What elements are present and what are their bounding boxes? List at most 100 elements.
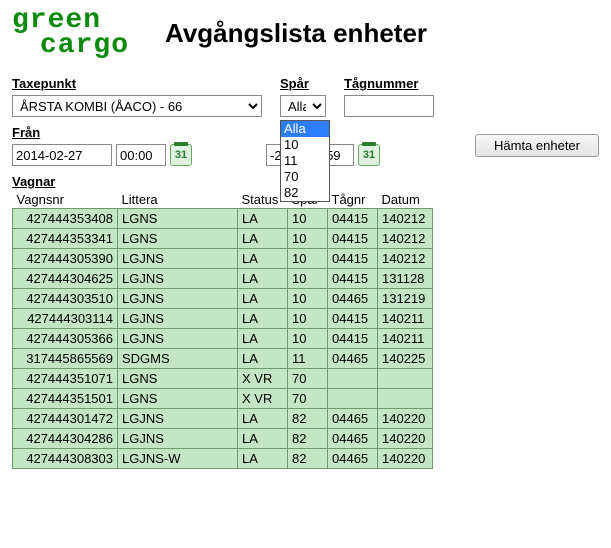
table-cell: 04415 <box>328 209 378 229</box>
table-cell: X VR <box>238 369 288 389</box>
filter-row-1: Taxepunkt ÅRSTA KOMBI (ÅACO) - 66 Spår A… <box>12 76 599 117</box>
table-cell: 427444304286 <box>13 429 118 449</box>
taxepunkt-label: Taxepunkt <box>12 76 262 91</box>
table-cell: 317445865569 <box>13 349 118 369</box>
table-cell: 131219 <box>378 289 433 309</box>
table-cell: 427444303114 <box>13 309 118 329</box>
table-cell: LGNS <box>118 209 238 229</box>
table-cell: LA <box>238 409 288 429</box>
table-cell <box>328 369 378 389</box>
spar-select[interactable]: Alla <box>280 95 326 117</box>
table-cell: 427444305366 <box>13 329 118 349</box>
table-cell: 427444353408 <box>13 209 118 229</box>
spar-option[interactable]: 10 <box>281 137 329 153</box>
table-cell: LA <box>238 349 288 369</box>
table-cell: 427444351071 <box>13 369 118 389</box>
table-cell: X VR <box>238 389 288 409</box>
table-cell: 04465 <box>328 349 378 369</box>
fran-time-input[interactable] <box>116 144 166 166</box>
table-row[interactable]: 427444301472LGJNSLA8204465140220 <box>13 409 433 429</box>
calendar-icon[interactable]: 31 <box>358 144 380 166</box>
table-row[interactable]: 427444305366LGJNSLA1004415140211 <box>13 329 433 349</box>
taxepunkt-field: Taxepunkt ÅRSTA KOMBI (ÅACO) - 66 <box>12 76 262 117</box>
table-cell: 140211 <box>378 309 433 329</box>
table-cell: 04465 <box>328 409 378 429</box>
table-row[interactable]: 427444351501LGNSX VR70 <box>13 389 433 409</box>
table-cell: 140220 <box>378 409 433 429</box>
table-cell: SDGMS <box>118 349 238 369</box>
table-cell: 70 <box>288 389 328 409</box>
table-cell: LGJNS <box>118 429 238 449</box>
table-cell: 140220 <box>378 429 433 449</box>
table-cell: LGNS <box>118 369 238 389</box>
fran-date-input[interactable] <box>12 144 112 166</box>
table-cell: 04415 <box>328 329 378 349</box>
table-row[interactable]: 427444308303LGJNS-WLA8204465140220 <box>13 449 433 469</box>
table-row[interactable]: 427444353408LGNSLA1004415140212 <box>13 209 433 229</box>
table-row[interactable]: 427444303114LGJNSLA1004415140211 <box>13 309 433 329</box>
table-cell: LGJNS-W <box>118 449 238 469</box>
header: green cargo Avgångslista enheter <box>12 8 599 58</box>
table-header-row: Vagnsnr Littera Status Spår Tågnr Datum <box>13 191 433 209</box>
table-cell: LA <box>238 329 288 349</box>
table-cell: 04465 <box>328 449 378 469</box>
table-cell: 10 <box>288 209 328 229</box>
spar-field: Spår Alla Alla 10 11 70 82 <box>280 76 326 117</box>
table-cell: 10 <box>288 249 328 269</box>
table-body: 427444353408LGNSLA1004415140212427444353… <box>13 209 433 469</box>
tagnummer-label: Tågnummer <box>344 76 434 91</box>
tagnummer-input[interactable] <box>344 95 434 117</box>
table-cell: 427444303510 <box>13 289 118 309</box>
taxepunkt-select[interactable]: ÅRSTA KOMBI (ÅACO) - 66 <box>12 95 262 117</box>
fran-field: Från 31 <box>12 125 192 166</box>
logo-line2: cargo <box>12 33 129 58</box>
table-cell: LGJNS <box>118 409 238 429</box>
table-cell: 11 <box>288 349 328 369</box>
table-cell: LGJNS <box>118 289 238 309</box>
table-cell: LA <box>238 269 288 289</box>
col-tagnr: Tågnr <box>328 191 378 209</box>
table-row[interactable]: 427444353341LGNSLA1004415140212 <box>13 229 433 249</box>
tagnummer-field: Tågnummer <box>344 76 434 117</box>
table-cell: LGNS <box>118 229 238 249</box>
table-cell <box>378 389 433 409</box>
spar-option[interactable]: 70 <box>281 169 329 185</box>
page-title: Avgångslista enheter <box>165 18 427 49</box>
calendar-icon[interactable]: 31 <box>170 144 192 166</box>
col-datum: Datum <box>378 191 433 209</box>
table-cell: LA <box>238 229 288 249</box>
table-cell: 10 <box>288 309 328 329</box>
table-cell: 427444301472 <box>13 409 118 429</box>
table-cell: LA <box>238 209 288 229</box>
table-cell: LGJNS <box>118 309 238 329</box>
table-cell: 10 <box>288 329 328 349</box>
spar-dropdown-open[interactable]: Alla 10 11 70 82 <box>280 120 330 202</box>
spar-option[interactable]: Alla <box>281 121 329 137</box>
table-cell: 04465 <box>328 429 378 449</box>
table-row[interactable]: 427444351071LGNSX VR70 <box>13 369 433 389</box>
spar-option[interactable]: 11 <box>281 153 329 169</box>
col-littera: Littera <box>118 191 238 209</box>
table-cell: 04415 <box>328 309 378 329</box>
table-row[interactable]: 427444304625LGJNSLA1004415131128 <box>13 269 433 289</box>
table-cell: 140212 <box>378 209 433 229</box>
table-row[interactable]: 427444305390LGJNSLA1004415140212 <box>13 249 433 269</box>
table-row[interactable]: 427444304286LGJNSLA8204465140220 <box>13 429 433 449</box>
table-cell: 04465 <box>328 289 378 309</box>
col-vagnsnr: Vagnsnr <box>13 191 118 209</box>
table-cell: 427444308303 <box>13 449 118 469</box>
table-cell: 131128 <box>378 269 433 289</box>
table-cell <box>378 369 433 389</box>
table-row[interactable]: 427444303510LGJNSLA1004465131219 <box>13 289 433 309</box>
table-cell: LA <box>238 249 288 269</box>
table-cell: 140220 <box>378 449 433 469</box>
table-cell: 427444305390 <box>13 249 118 269</box>
table-cell: 140211 <box>378 329 433 349</box>
table-cell: 140212 <box>378 249 433 269</box>
table-cell: LA <box>238 289 288 309</box>
table-cell: 04415 <box>328 249 378 269</box>
table-row[interactable]: 317445865569SDGMSLA1104465140225 <box>13 349 433 369</box>
spar-option[interactable]: 82 <box>281 185 329 201</box>
table-cell: LGJNS <box>118 249 238 269</box>
fetch-button[interactable]: Hämta enheter <box>475 134 599 157</box>
